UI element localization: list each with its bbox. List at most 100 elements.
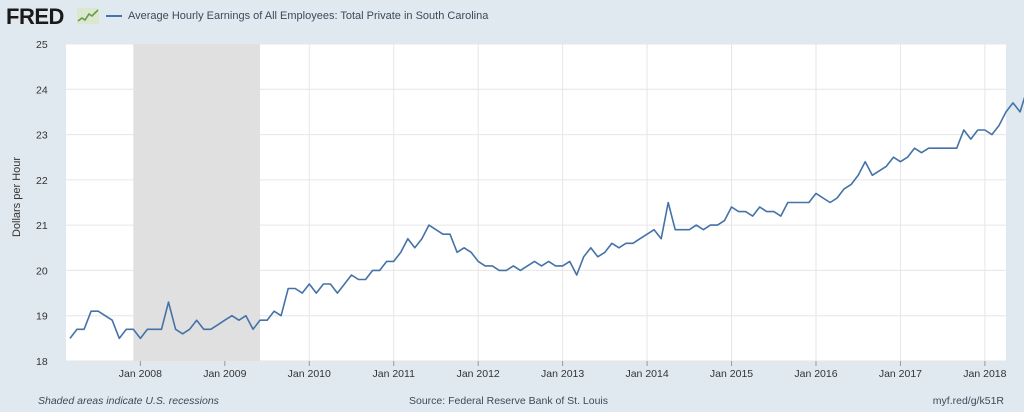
data-point[interactable]	[970, 138, 972, 140]
short-link[interactable]: myf.red/g/k51R	[932, 395, 1004, 407]
data-point[interactable]	[653, 229, 655, 231]
data-point[interactable]	[540, 265, 542, 267]
data-point[interactable]	[822, 197, 824, 199]
data-point[interactable]	[892, 156, 894, 158]
data-point[interactable]	[583, 256, 585, 258]
data-point[interactable]	[118, 337, 120, 339]
data-point[interactable]	[660, 238, 662, 240]
data-point[interactable]	[301, 292, 303, 294]
data-point[interactable]	[519, 269, 521, 271]
data-point[interactable]	[829, 201, 831, 203]
data-point[interactable]	[878, 170, 880, 172]
data-point[interactable]	[343, 283, 345, 285]
data-point[interactable]	[393, 260, 395, 262]
data-point[interactable]	[379, 269, 381, 271]
data-point[interactable]	[76, 328, 78, 330]
data-point[interactable]	[203, 328, 205, 330]
data-point[interactable]	[407, 238, 409, 240]
data-point[interactable]	[456, 251, 458, 253]
data-point[interactable]	[146, 328, 148, 330]
data-point[interactable]	[766, 210, 768, 212]
data-point[interactable]	[252, 328, 254, 330]
data-point[interactable]	[576, 274, 578, 276]
data-point[interactable]	[435, 229, 437, 231]
data-point[interactable]	[984, 129, 986, 131]
data-point[interactable]	[639, 238, 641, 240]
data-point[interactable]	[266, 319, 268, 321]
data-point[interactable]	[850, 183, 852, 185]
data-point[interactable]	[470, 251, 472, 253]
data-point[interactable]	[695, 224, 697, 226]
data-point[interactable]	[702, 229, 704, 231]
data-point[interactable]	[801, 201, 803, 203]
data-point[interactable]	[167, 301, 169, 303]
data-point[interactable]	[329, 283, 331, 285]
data-point[interactable]	[1019, 111, 1021, 113]
data-point[interactable]	[547, 260, 549, 262]
data-point[interactable]	[350, 274, 352, 276]
data-point[interactable]	[956, 147, 958, 149]
data-point[interactable]	[280, 315, 282, 317]
data-point[interactable]	[949, 147, 951, 149]
data-point[interactable]	[69, 337, 71, 339]
data-point[interactable]	[83, 328, 85, 330]
data-point[interactable]	[505, 269, 507, 271]
data-point[interactable]	[322, 283, 324, 285]
data-point[interactable]	[125, 328, 127, 330]
data-point[interactable]	[491, 265, 493, 267]
data-point[interactable]	[977, 129, 979, 131]
data-point[interactable]	[618, 247, 620, 249]
data-point[interactable]	[836, 197, 838, 199]
data-point[interactable]	[217, 324, 219, 326]
data-point[interactable]	[963, 129, 965, 131]
data-point[interactable]	[526, 265, 528, 267]
data-point[interactable]	[787, 201, 789, 203]
data-point[interactable]	[245, 315, 247, 317]
data-point[interactable]	[773, 210, 775, 212]
data-point[interactable]	[196, 319, 198, 321]
data-point[interactable]	[1005, 111, 1007, 113]
data-point[interactable]	[294, 287, 296, 289]
data-point[interactable]	[737, 210, 739, 212]
data-point[interactable]	[449, 233, 451, 235]
data-point[interactable]	[259, 319, 261, 321]
data-point[interactable]	[273, 310, 275, 312]
data-point[interactable]	[371, 269, 373, 271]
data-point[interactable]	[414, 247, 416, 249]
data-point[interactable]	[857, 174, 859, 176]
data-point[interactable]	[730, 206, 732, 208]
data-point[interactable]	[991, 133, 993, 135]
data-point[interactable]	[744, 210, 746, 212]
data-point[interactable]	[569, 260, 571, 262]
data-point[interactable]	[913, 147, 915, 149]
data-point[interactable]	[428, 224, 430, 226]
data-point[interactable]	[751, 215, 753, 217]
data-point[interactable]	[512, 265, 514, 267]
data-point[interactable]	[484, 265, 486, 267]
data-point[interactable]	[688, 229, 690, 231]
data-point[interactable]	[386, 260, 388, 262]
data-point[interactable]	[590, 247, 592, 249]
data-point[interactable]	[442, 233, 444, 235]
data-point[interactable]	[597, 256, 599, 258]
data-point[interactable]	[132, 328, 134, 330]
data-point[interactable]	[604, 251, 606, 253]
data-point[interactable]	[498, 269, 500, 271]
data-point[interactable]	[357, 278, 359, 280]
data-point[interactable]	[554, 265, 556, 267]
data-point[interactable]	[942, 147, 944, 149]
data-point[interactable]	[104, 315, 106, 317]
data-point[interactable]	[463, 247, 465, 249]
data-point[interactable]	[625, 242, 627, 244]
data-point[interactable]	[561, 265, 563, 267]
data-point[interactable]	[153, 328, 155, 330]
data-point[interactable]	[174, 328, 176, 330]
data-point[interactable]	[815, 192, 817, 194]
data-point[interactable]	[998, 124, 1000, 126]
data-point[interactable]	[315, 292, 317, 294]
data-point[interactable]	[646, 233, 648, 235]
data-point[interactable]	[160, 328, 162, 330]
data-point[interactable]	[139, 337, 141, 339]
data-point[interactable]	[97, 310, 99, 312]
data-point[interactable]	[364, 278, 366, 280]
